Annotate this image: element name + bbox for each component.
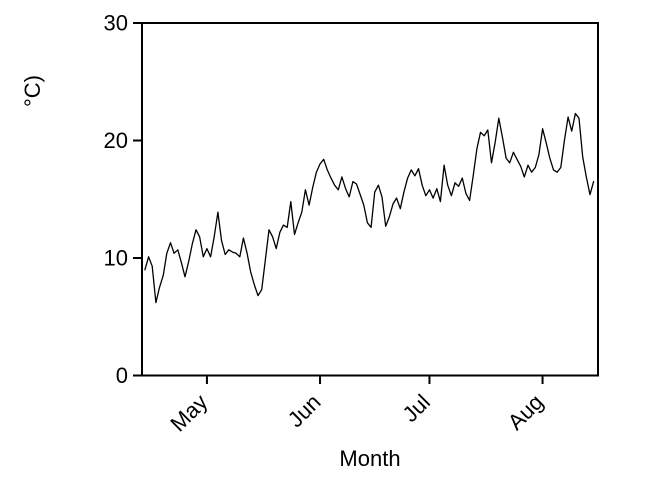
x-tick-label: Jun	[283, 389, 326, 432]
x-tick-label: May	[165, 389, 212, 436]
y-tick-label: 30	[104, 11, 128, 36]
y-tick-label: 10	[104, 246, 128, 271]
y-axis-label: °C)	[20, 75, 45, 107]
y-tick-label: 20	[104, 128, 128, 153]
y-tick-label: 0	[116, 363, 128, 388]
temperature-series-line	[144, 112, 595, 304]
x-axis-label: Month	[339, 446, 400, 471]
plot-box	[141, 22, 599, 377]
x-tick-label: Jul	[397, 389, 435, 427]
x-tick-label: Aug	[503, 389, 548, 434]
